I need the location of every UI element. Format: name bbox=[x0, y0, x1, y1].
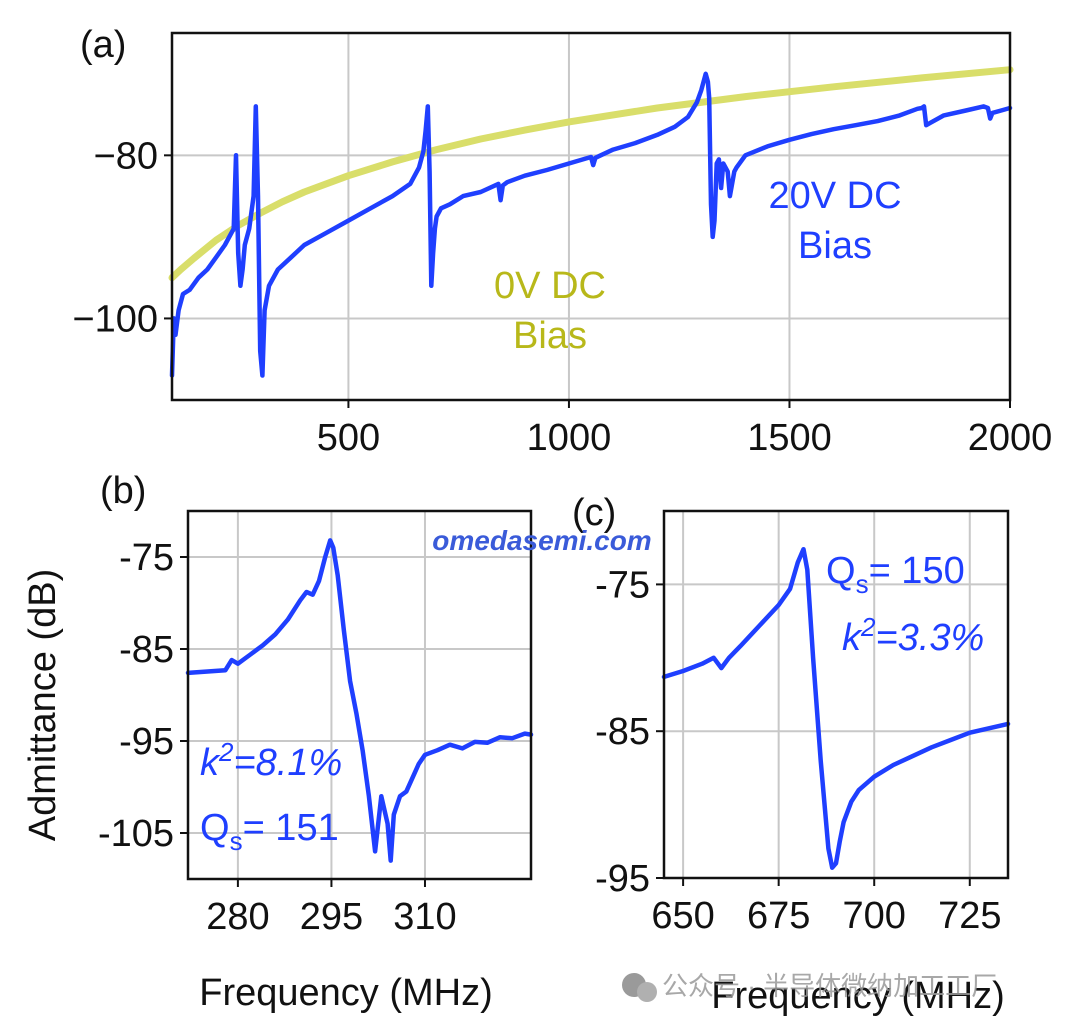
xtick-label-675: 675 bbox=[747, 895, 810, 937]
panel-a-ticks: 500 1000 1500 2000 −80 −100 bbox=[72, 135, 1052, 459]
watermark: omedasemi.com bbox=[432, 525, 651, 556]
panel-a: 500 1000 1500 2000 −80 −100 (a) 20V DC Bias 0… bbox=[72, 24, 1052, 459]
footer-note-text: 公众号 · 半导体微纳加工工厂 bbox=[662, 971, 997, 1001]
annotation-20v-line1: 20V DC bbox=[768, 175, 901, 217]
ytick-label--95: -95 bbox=[595, 858, 650, 900]
xtick-label-500: 500 bbox=[317, 417, 380, 459]
annotation-qs-b: Qs= 151 bbox=[200, 807, 339, 856]
annotation-0v-line2: Bias bbox=[513, 315, 587, 357]
xtick-label-725: 725 bbox=[938, 895, 1001, 937]
xtick-label-1500: 1500 bbox=[747, 417, 832, 459]
panel-c-ticks: 650 675 700 725 -75 -85 -95 bbox=[595, 564, 1001, 937]
series-response bbox=[185, 538, 534, 863]
annotation-0v-line1: 0V DC bbox=[494, 265, 606, 307]
shared-ylabel: Admittance (dB) bbox=[22, 569, 64, 841]
xtick-label-650: 650 bbox=[651, 895, 714, 937]
ytick-label--80: −80 bbox=[94, 135, 158, 177]
series-20v-dc-bias bbox=[169, 71, 1013, 378]
series-response bbox=[661, 546, 1011, 870]
xtick-label-2000: 2000 bbox=[968, 417, 1053, 459]
panel-c-label: (c) bbox=[572, 492, 616, 534]
panel-c-series bbox=[661, 546, 1011, 870]
panel-b-ticks: 280 295 310 -75 -85 -95 -105 bbox=[98, 537, 457, 938]
panel-a-label: (a) bbox=[80, 24, 126, 66]
panel-c-xlabel: Frequency (MHz) bbox=[711, 975, 1005, 1017]
panel-b-series bbox=[185, 538, 534, 863]
footer-note: 公众号 · 半导体微纳加工工厂 bbox=[622, 971, 997, 1002]
xtick-label-310: 310 bbox=[393, 896, 456, 938]
panel-b-xlabel: Frequency (MHz) bbox=[199, 972, 493, 1014]
annotation-20v-line2: Bias bbox=[798, 225, 872, 267]
annotation-qs-c: Qs= 150 bbox=[826, 550, 965, 599]
panel-b-frame bbox=[186, 509, 533, 881]
panel-c: 650 675 700 725 -75 -85 -95 (c) Frequency (MHz… bbox=[572, 492, 1011, 1017]
ytick-label--75: -75 bbox=[119, 537, 174, 579]
xtick-label-295: 295 bbox=[300, 896, 363, 938]
ytick-label--105: -105 bbox=[98, 813, 174, 855]
panel-a-series bbox=[168, 66, 1014, 378]
xtick-label-1000: 1000 bbox=[527, 417, 612, 459]
ytick-label--85: -85 bbox=[595, 711, 650, 753]
series-0v-dc-bias bbox=[168, 66, 1014, 282]
ytick-label--95: -95 bbox=[119, 721, 174, 763]
panel-b-label: (b) bbox=[100, 470, 146, 512]
xtick-label-280: 280 bbox=[206, 896, 269, 938]
xtick-label-700: 700 bbox=[843, 895, 906, 937]
chat-icon-secondary bbox=[637, 982, 657, 1002]
panel-b: 280 295 310 -75 -85 -95 -105 (b) Frequency (MH… bbox=[98, 470, 534, 1014]
ytick-label--100: −100 bbox=[72, 298, 158, 340]
ytick-label--85: -85 bbox=[119, 629, 174, 671]
panel-a-frame bbox=[170, 31, 1012, 402]
annotation-k2-b: k2=8.1% bbox=[200, 737, 342, 784]
annotation-k2-c: k2=3.3% bbox=[842, 612, 984, 659]
panel-b-grid bbox=[188, 511, 531, 879]
panel-c-frame bbox=[662, 509, 1010, 880]
ytick-label--75: -75 bbox=[595, 564, 650, 606]
